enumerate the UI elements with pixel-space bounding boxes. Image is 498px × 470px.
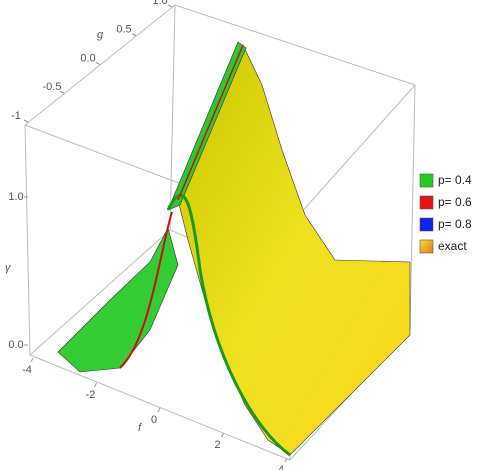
- tick-mark: [95, 62, 101, 65]
- tick-label: 2: [214, 439, 220, 451]
- legend-label: p= 0.8: [438, 217, 472, 231]
- tick-label: -2: [86, 389, 96, 401]
- tick-label: 0.0: [80, 52, 95, 64]
- z-axis-label: γ: [5, 262, 12, 274]
- tick-label: -4: [22, 364, 32, 376]
- legend-label: p= 0.4: [438, 173, 472, 187]
- legend-swatch: [419, 217, 434, 232]
- tick-mark: [221, 432, 224, 438]
- tick-label: 0.5: [116, 24, 131, 36]
- legend-label: p= 0.6: [438, 195, 472, 209]
- tick-label: 1.0: [8, 191, 23, 203]
- tick-mark: [157, 407, 161, 413]
- tick-mark: [167, 4, 173, 8]
- tick-label: 4: [278, 464, 284, 470]
- x-axis-label: f: [138, 422, 142, 434]
- tick-label: 0.0: [8, 339, 23, 351]
- tick-label: -0.5: [43, 81, 62, 93]
- tick-mark: [94, 382, 97, 388]
- surface: [57, 41, 411, 457]
- tick-mark: [30, 357, 34, 363]
- tick-mark: [284, 457, 288, 463]
- tick-mark: [23, 119, 29, 123]
- legend-label: exact: [438, 239, 467, 253]
- legend-swatch: [419, 195, 434, 210]
- tick-mark: [131, 33, 137, 37]
- legend-swatch: [419, 173, 434, 188]
- y-axis-label: g: [97, 29, 104, 41]
- legend-swatch: [419, 239, 434, 254]
- tick-mark: [59, 90, 65, 94]
- tick-label: 0: [151, 414, 157, 426]
- tick-label: 1.0: [152, 0, 167, 7]
- tick-label: -1: [11, 110, 21, 122]
